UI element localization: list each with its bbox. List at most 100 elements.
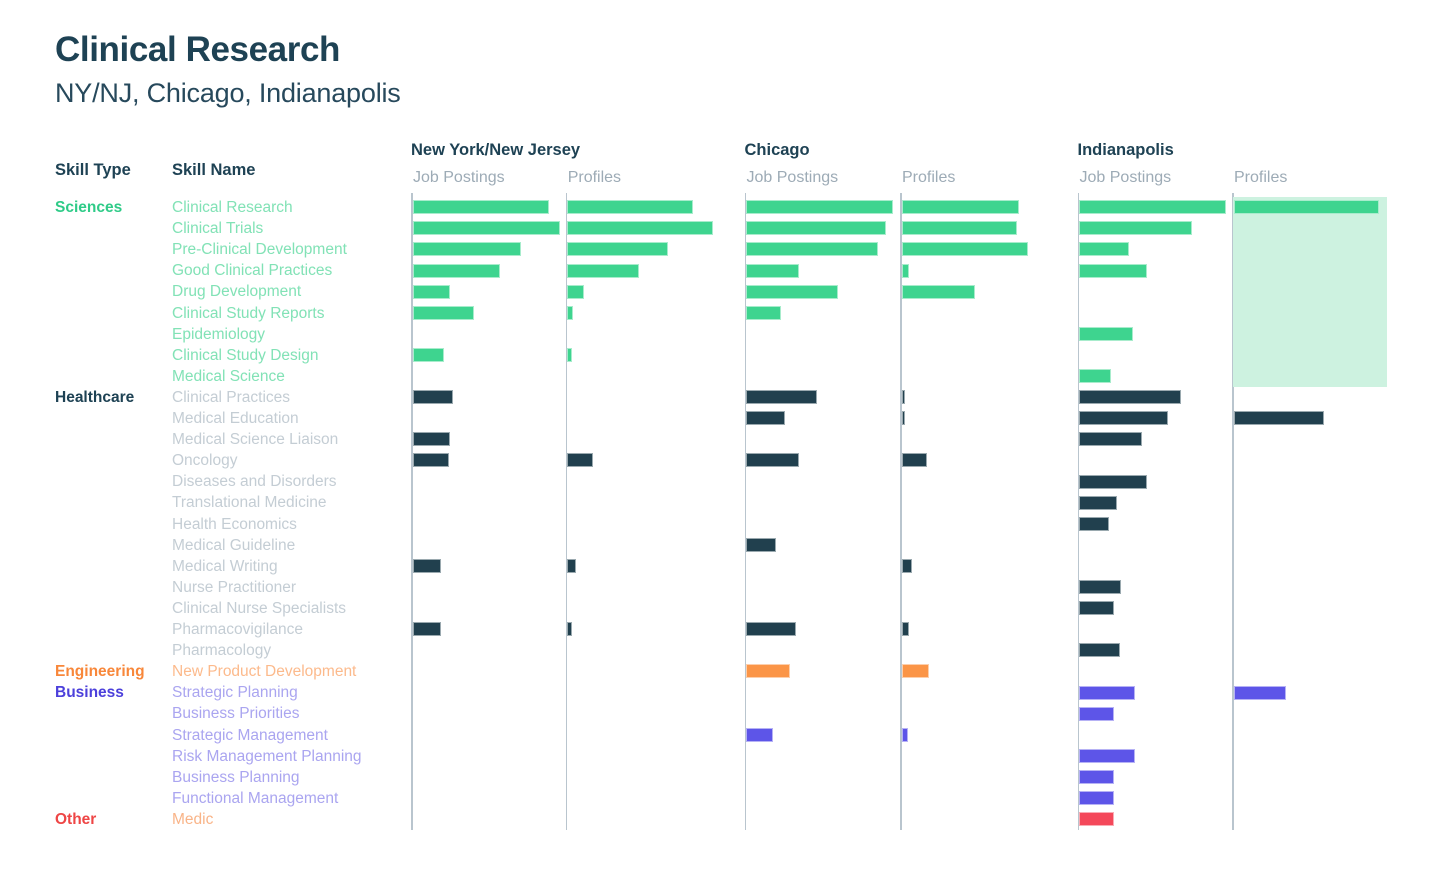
bar-indianapolis_job_postings-clinical-research: [1079, 200, 1226, 215]
axis-line-1: [565, 193, 568, 830]
bar-indianapolis_job_postings-functional-management: [1079, 791, 1114, 805]
bar-chicago_profiles-good-clinical-practices: [901, 263, 909, 278]
bar-indianapolis_profiles-clinical-research: [1233, 200, 1379, 215]
skill-name-oncology: Oncology: [172, 452, 238, 470]
bar-chicago_job_postings-pre-clinical-development: [746, 242, 878, 257]
axis-line-0: [411, 193, 413, 830]
bar-indianapolis_job_postings-health-economics: [1079, 516, 1109, 531]
bar-ny_nj_job_postings-clinical-study-design: [412, 347, 444, 362]
metric-label-chicago-profiles: Profiles: [902, 169, 956, 186]
skill-type-engineering: Engineering: [55, 663, 145, 681]
bar-ny_nj_profiles-clinical-study-reports: [567, 305, 574, 320]
bar-chicago_job_postings-good-clinical-practices: [746, 263, 799, 278]
bar-ny_nj_job_postings-clinical-research: [412, 200, 549, 215]
highlight-indianapolis-profiles: [1233, 197, 1387, 387]
bar-indianapolis_job_postings-diseases-and-disorders: [1079, 474, 1147, 489]
skill-name-clinical-research: Clinical Research: [172, 199, 293, 216]
bar-chicago_profiles-pharmacovigilance: [901, 622, 909, 637]
bar-chicago_job_postings-new-product-development: [746, 664, 790, 679]
skill-type-header: Skill Type: [55, 161, 131, 179]
skill-name-clinical-trials: Clinical Trials: [172, 220, 264, 238]
bar-ny_nj_job_postings-oncology: [412, 453, 449, 468]
skill-name-epidemiology: Epidemiology: [172, 325, 266, 343]
bar-ny_nj_job_postings-medical-science-liaison: [412, 432, 450, 447]
skill-name-good-clinical-practices: Good Clinical Practices: [172, 262, 333, 280]
bar-chicago_profiles-medical-education: [901, 411, 905, 426]
bar-ny_nj_job_postings-pre-clinical-development: [412, 242, 521, 257]
skill-type-healthcare: Healthcare: [55, 388, 135, 406]
skill-name-header: Skill Name: [172, 161, 256, 179]
page-subtitle: NY/NJ, Chicago, Indianapolis: [55, 78, 401, 108]
skill-name-medical-science: Medical Science: [172, 367, 285, 385]
skill-name-nurse-practitioner: Nurse Practitioner: [172, 578, 297, 596]
metric-label-new-york-new-jersey-profiles: Profiles: [567, 169, 622, 186]
bar-indianapolis_profiles-strategic-planning: [1233, 685, 1286, 700]
bar-indianapolis_job_postings-nurse-practitioner: [1079, 580, 1121, 594]
region-header-new-york-new-jersey: New York/New Jersey: [411, 141, 581, 159]
bar-ny_nj_profiles-medical-writing: [567, 558, 577, 573]
bar-ny_nj_job_postings-clinical-study-reports: [412, 305, 474, 320]
skill-name-functional-management: Functional Management: [172, 789, 339, 807]
bar-ny_nj_job_postings-good-clinical-practices: [412, 263, 500, 278]
bar-indianapolis_job_postings-clinical-trials: [1079, 221, 1192, 236]
bar-ny_nj_profiles-drug-development: [567, 284, 584, 299]
bar-chicago_job_postings-drug-development: [746, 284, 838, 299]
metric-label-chicago-job-postings: Job Postings: [746, 169, 839, 186]
region-header-indianapolis: Indianapolis: [1077, 141, 1174, 159]
bar-indianapolis_job_postings-business-planning: [1079, 769, 1114, 784]
skill-name-strategic-planning: Strategic Planning: [172, 684, 298, 702]
bar-indianapolis_profiles-medical-education: [1233, 411, 1324, 426]
bar-ny_nj_job_postings-drug-development: [412, 284, 450, 299]
bar-ny_nj_job_postings-pharmacovigilance: [412, 622, 441, 637]
skill-name-strategic-management: Strategic Management: [172, 726, 328, 744]
bar-indianapolis_job_postings-medic: [1079, 812, 1114, 827]
bar-chicago_profiles-strategic-management: [901, 727, 908, 742]
axis-line-4: [1077, 193, 1079, 830]
bar-chicago_job_postings-strategic-management: [746, 727, 773, 742]
bar-chicago_profiles-oncology: [901, 453, 927, 468]
bar-chicago_job_postings-clinical-practices: [746, 390, 817, 405]
skill-name-new-product-development: New Product Development: [172, 663, 357, 681]
bar-indianapolis_job_postings-pharmacology: [1079, 643, 1120, 658]
bar-indianapolis_job_postings-medical-education: [1079, 411, 1168, 426]
bar-chicago_job_postings-clinical-study-reports: [746, 305, 781, 320]
bar-chicago_job_postings-medical-guideline: [746, 537, 776, 552]
bar-indianapolis_job_postings-strategic-planning: [1079, 685, 1135, 700]
bar-chicago_profiles-new-product-development: [901, 664, 929, 679]
bar-ny_nj_job_postings-clinical-trials: [412, 221, 560, 236]
bar-ny_nj_profiles-clinical-trials: [567, 221, 713, 236]
axis-line-5: [1232, 193, 1234, 830]
bar-ny_nj_profiles-pre-clinical-development: [567, 242, 668, 257]
bar-ny_nj_profiles-clinical-research: [567, 200, 694, 215]
skill-name-drug-development: Drug Development: [172, 283, 302, 301]
bar-chicago_job_postings-clinical-trials: [746, 221, 886, 236]
bar-ny_nj_job_postings-clinical-practices: [412, 390, 453, 405]
skill-type-other: Other: [55, 810, 97, 828]
bar-indianapolis_job_postings-good-clinical-practices: [1079, 263, 1147, 278]
metric-label-indianapolis-profiles: Profiles: [1234, 169, 1288, 186]
skill-name-business-planning: Business Planning: [172, 768, 300, 786]
skill-name-pre-clinical-development: Pre-Clinical Development: [172, 241, 347, 259]
metric-label-indianapolis-job-postings: Job Postings: [1079, 169, 1172, 186]
page-title: Clinical Research: [55, 30, 341, 69]
bar-indianapolis_job_postings-clinical-nurse-specialists: [1079, 601, 1114, 616]
skill-type-sciences: Sciences: [55, 199, 123, 216]
bar-ny_nj_profiles-pharmacovigilance: [567, 622, 572, 637]
skill-name-risk-management-planning: Risk Management Planning: [172, 747, 362, 765]
bar-indianapolis_job_postings-pre-clinical-development: [1079, 242, 1129, 257]
skill-name-business-priorities: Business Priorities: [172, 705, 300, 723]
skill-name-pharmacovigilance: Pharmacovigilance: [172, 621, 303, 638]
skill-type-business: Business: [55, 684, 124, 702]
bar-indianapolis_job_postings-business-priorities: [1079, 706, 1114, 721]
skill-name-diseases-and-disorders: Diseases and Disorders: [172, 473, 337, 491]
bar-chicago_job_postings-medical-education: [746, 411, 785, 426]
skill-name-medical-guideline: Medical Guideline: [172, 536, 296, 554]
bar-ny_nj_job_postings-medical-writing: [412, 558, 441, 573]
bar-indianapolis_job_postings-medical-science-liaison: [1079, 432, 1142, 447]
bar-chicago_job_postings-clinical-research: [746, 200, 893, 215]
skill-name-clinical-study-design: Clinical Study Design: [172, 346, 319, 364]
region-header-chicago: Chicago: [744, 141, 810, 159]
bar-chicago_profiles-medical-writing: [901, 558, 912, 573]
bar-chicago_profiles-clinical-practices: [901, 390, 905, 405]
